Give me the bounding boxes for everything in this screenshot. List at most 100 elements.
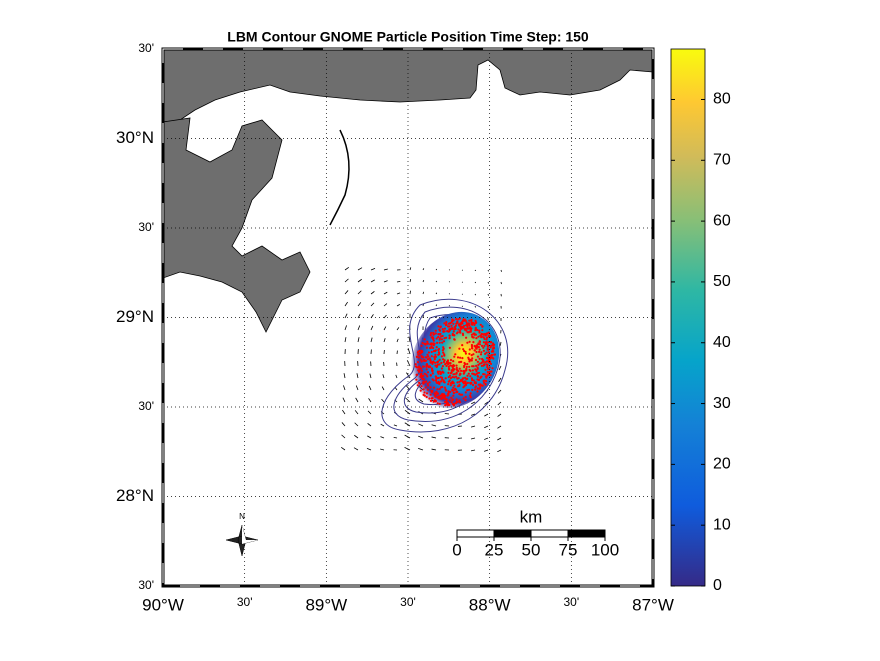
particle	[429, 386, 432, 389]
concentration-field	[410, 311, 500, 409]
current-vector	[497, 389, 502, 394]
current-vector	[497, 413, 502, 417]
particle	[457, 318, 460, 321]
particle	[442, 395, 445, 398]
current-vector	[380, 448, 385, 451]
current-vector	[355, 397, 359, 403]
current-vector	[383, 326, 387, 331]
particle	[444, 377, 447, 380]
particle	[429, 358, 432, 361]
particle	[488, 361, 491, 364]
current-vector	[396, 292, 401, 295]
particle	[467, 322, 470, 325]
particle	[470, 321, 473, 324]
colorbar-tick-label: 80	[713, 91, 731, 108]
particle	[445, 364, 448, 367]
particle	[447, 367, 451, 370]
particle	[438, 387, 441, 391]
particle	[488, 370, 492, 373]
particle	[493, 353, 497, 356]
x-tick-label: 30'	[400, 595, 416, 609]
particle	[468, 319, 471, 322]
particle	[448, 399, 451, 402]
particle	[461, 322, 464, 325]
particle	[473, 333, 476, 336]
particle	[470, 354, 473, 357]
particle	[475, 369, 478, 373]
particle	[429, 393, 432, 396]
particle	[415, 378, 418, 381]
particle	[453, 384, 456, 387]
particle	[451, 375, 454, 379]
current-vector	[422, 279, 425, 283]
colorbar-tick-label: 0	[713, 577, 722, 594]
particle	[443, 354, 446, 357]
particle	[443, 359, 446, 362]
particle	[456, 356, 460, 359]
particle	[423, 358, 426, 362]
particle	[478, 343, 482, 346]
particle	[437, 380, 440, 383]
particle	[453, 338, 456, 341]
particle	[474, 326, 477, 329]
particle	[479, 376, 482, 379]
particle	[436, 388, 439, 391]
particle	[420, 385, 423, 388]
particle	[447, 322, 450, 325]
current-vector	[474, 269, 477, 272]
particle	[483, 373, 486, 376]
particle	[466, 377, 469, 380]
particle	[465, 321, 468, 324]
particle	[445, 321, 448, 324]
particle	[438, 397, 441, 400]
particle	[462, 326, 465, 329]
particle	[416, 351, 419, 354]
particle	[472, 341, 475, 344]
current-vector	[393, 424, 398, 427]
current-vector	[470, 449, 476, 452]
particle	[455, 375, 458, 378]
particle	[433, 392, 436, 395]
particle	[424, 356, 427, 359]
particle	[464, 391, 467, 394]
particle	[429, 346, 432, 349]
current-vector	[435, 280, 438, 283]
particle	[459, 331, 462, 334]
y-tick-label: 30°N	[116, 128, 154, 147]
particle	[478, 350, 481, 353]
particle	[431, 370, 434, 373]
particle	[438, 329, 442, 332]
particle	[426, 342, 429, 345]
particle	[434, 361, 437, 364]
colorbar-tick-label: 50	[713, 273, 731, 290]
particle	[476, 387, 479, 390]
particle	[472, 372, 475, 375]
particle	[475, 364, 478, 367]
particle	[487, 348, 490, 351]
particle	[458, 399, 461, 402]
current-vector	[341, 422, 346, 427]
particle	[470, 333, 473, 336]
particle	[432, 386, 436, 389]
particle	[418, 381, 421, 384]
current-vector	[383, 291, 388, 295]
current-vector	[343, 385, 346, 391]
particle	[449, 376, 453, 380]
current-vector	[435, 304, 438, 307]
current-vector	[354, 422, 359, 427]
particle	[455, 322, 458, 325]
particle	[428, 397, 431, 400]
particle	[483, 344, 486, 347]
particle	[419, 389, 422, 392]
particle	[452, 391, 455, 394]
current-vector	[435, 268, 438, 271]
current-vector	[431, 424, 437, 427]
particle	[425, 346, 428, 349]
particle	[468, 352, 471, 355]
current-vector	[368, 398, 372, 403]
current-vector	[409, 290, 411, 295]
particle	[467, 327, 471, 330]
particle	[487, 359, 491, 362]
particle	[491, 349, 494, 352]
particle	[448, 334, 451, 337]
